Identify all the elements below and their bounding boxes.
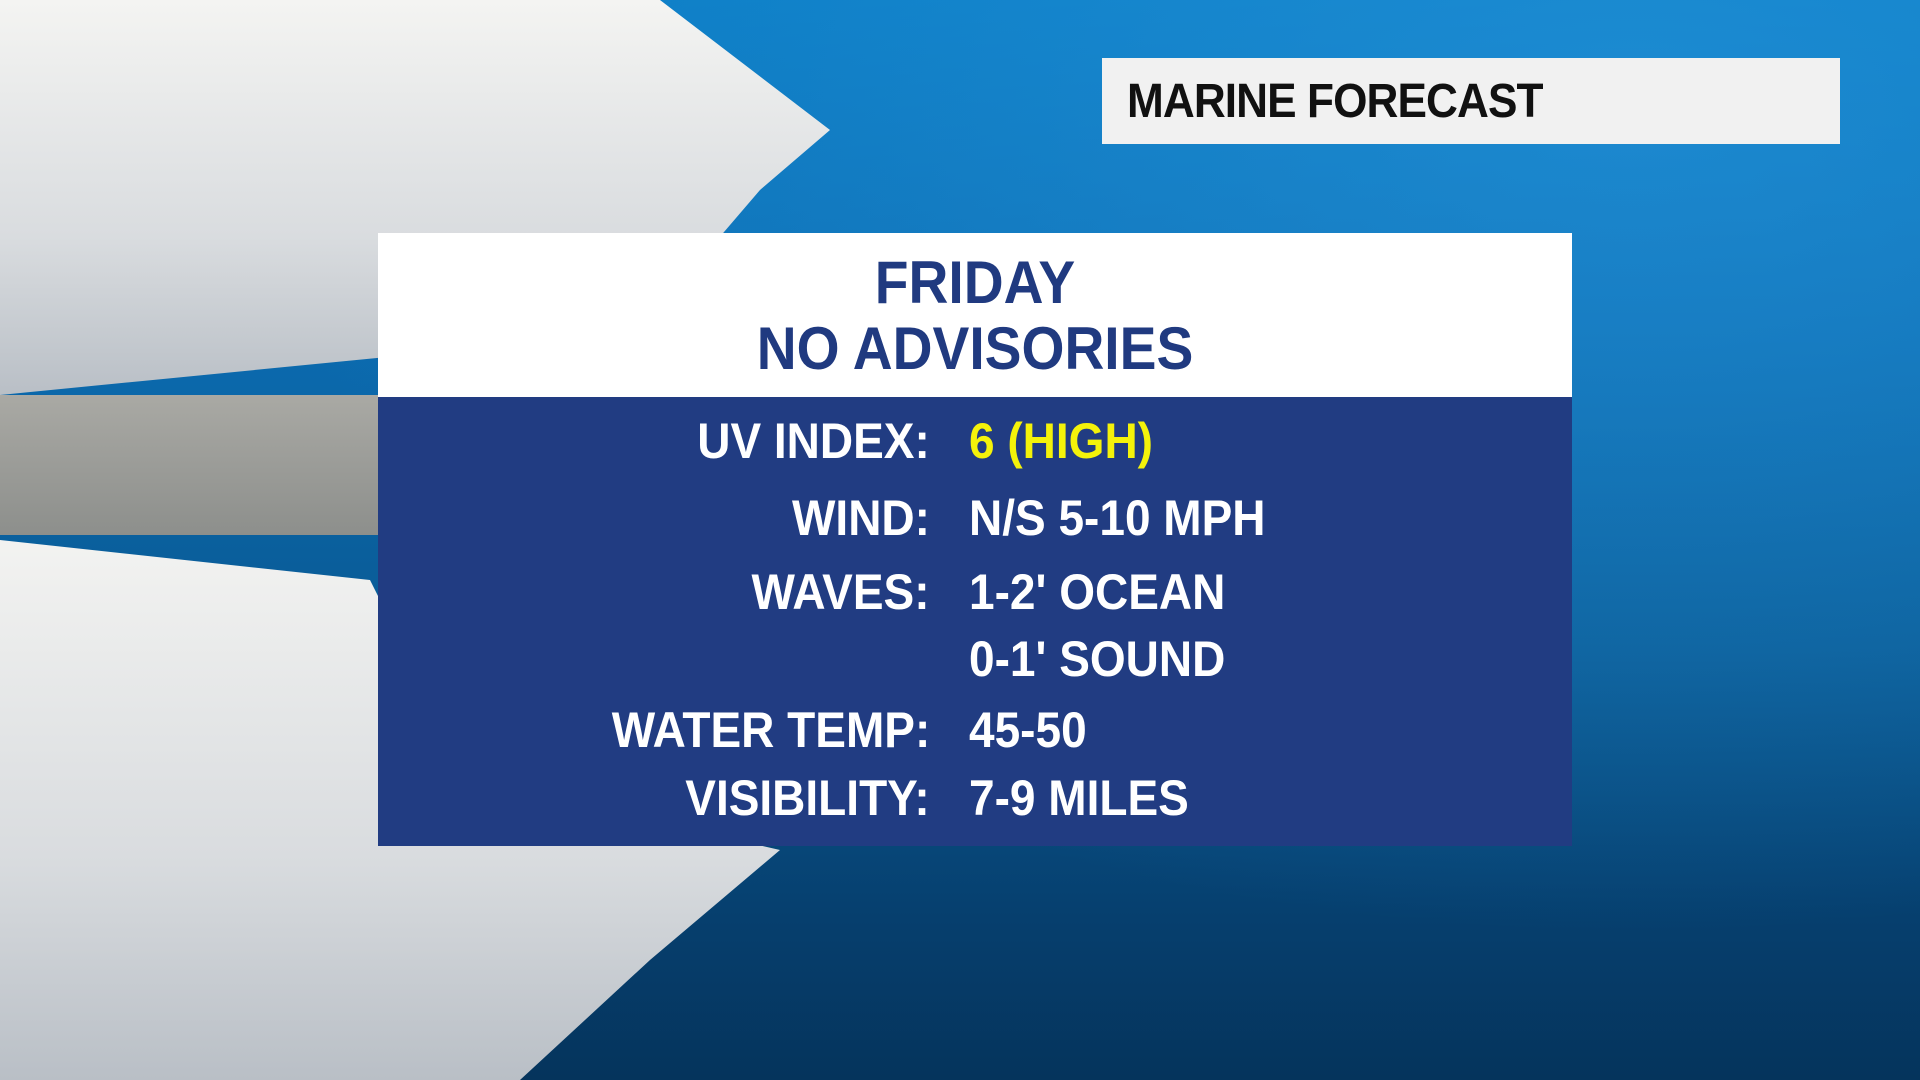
advisory-status: NO ADVISORIES [756, 315, 1194, 382]
row-visibility: VISIBILITY: 7-9 MILES [378, 768, 1572, 828]
row-label: WIND: [792, 490, 930, 546]
forecast-panel: FRIDAY NO ADVISORIES UV INDEX: 6 (HIGH) … [378, 233, 1572, 846]
row-uv-index: UV INDEX: 6 (HIGH) [378, 411, 1572, 471]
row-value: 1-2' OCEAN [969, 564, 1226, 620]
row-value: N/S 5-10 MPH [969, 490, 1266, 546]
boat-reflection [0, 395, 420, 535]
row-value: 6 (HIGH) [969, 413, 1153, 469]
row-water-temp: WATER TEMP: 45-50 [378, 700, 1572, 760]
row-label: VISIBILITY: [685, 770, 930, 826]
row-label: WATER TEMP: [611, 702, 930, 758]
row-label: UV INDEX: [697, 413, 930, 469]
row-waves-sound: 0-1' SOUND [378, 629, 1572, 689]
row-waves: WAVES: 1-2' OCEAN [378, 562, 1572, 622]
row-value: 7-9 MILES [969, 770, 1189, 826]
row-label: WAVES: [751, 564, 930, 620]
forecast-day: FRIDAY [874, 249, 1076, 316]
row-wind: WIND: N/S 5-10 MPH [378, 488, 1572, 548]
page-title: MARINE FORECAST [1127, 74, 1543, 128]
row-value: 45-50 [969, 702, 1087, 758]
panel-header: FRIDAY NO ADVISORIES [378, 233, 1572, 397]
row-value: 0-1' SOUND [969, 631, 1226, 687]
forecast-details: UV INDEX: 6 (HIGH) WIND: N/S 5-10 MPH WA… [378, 397, 1572, 846]
title-banner: MARINE FORECAST [1102, 58, 1840, 144]
